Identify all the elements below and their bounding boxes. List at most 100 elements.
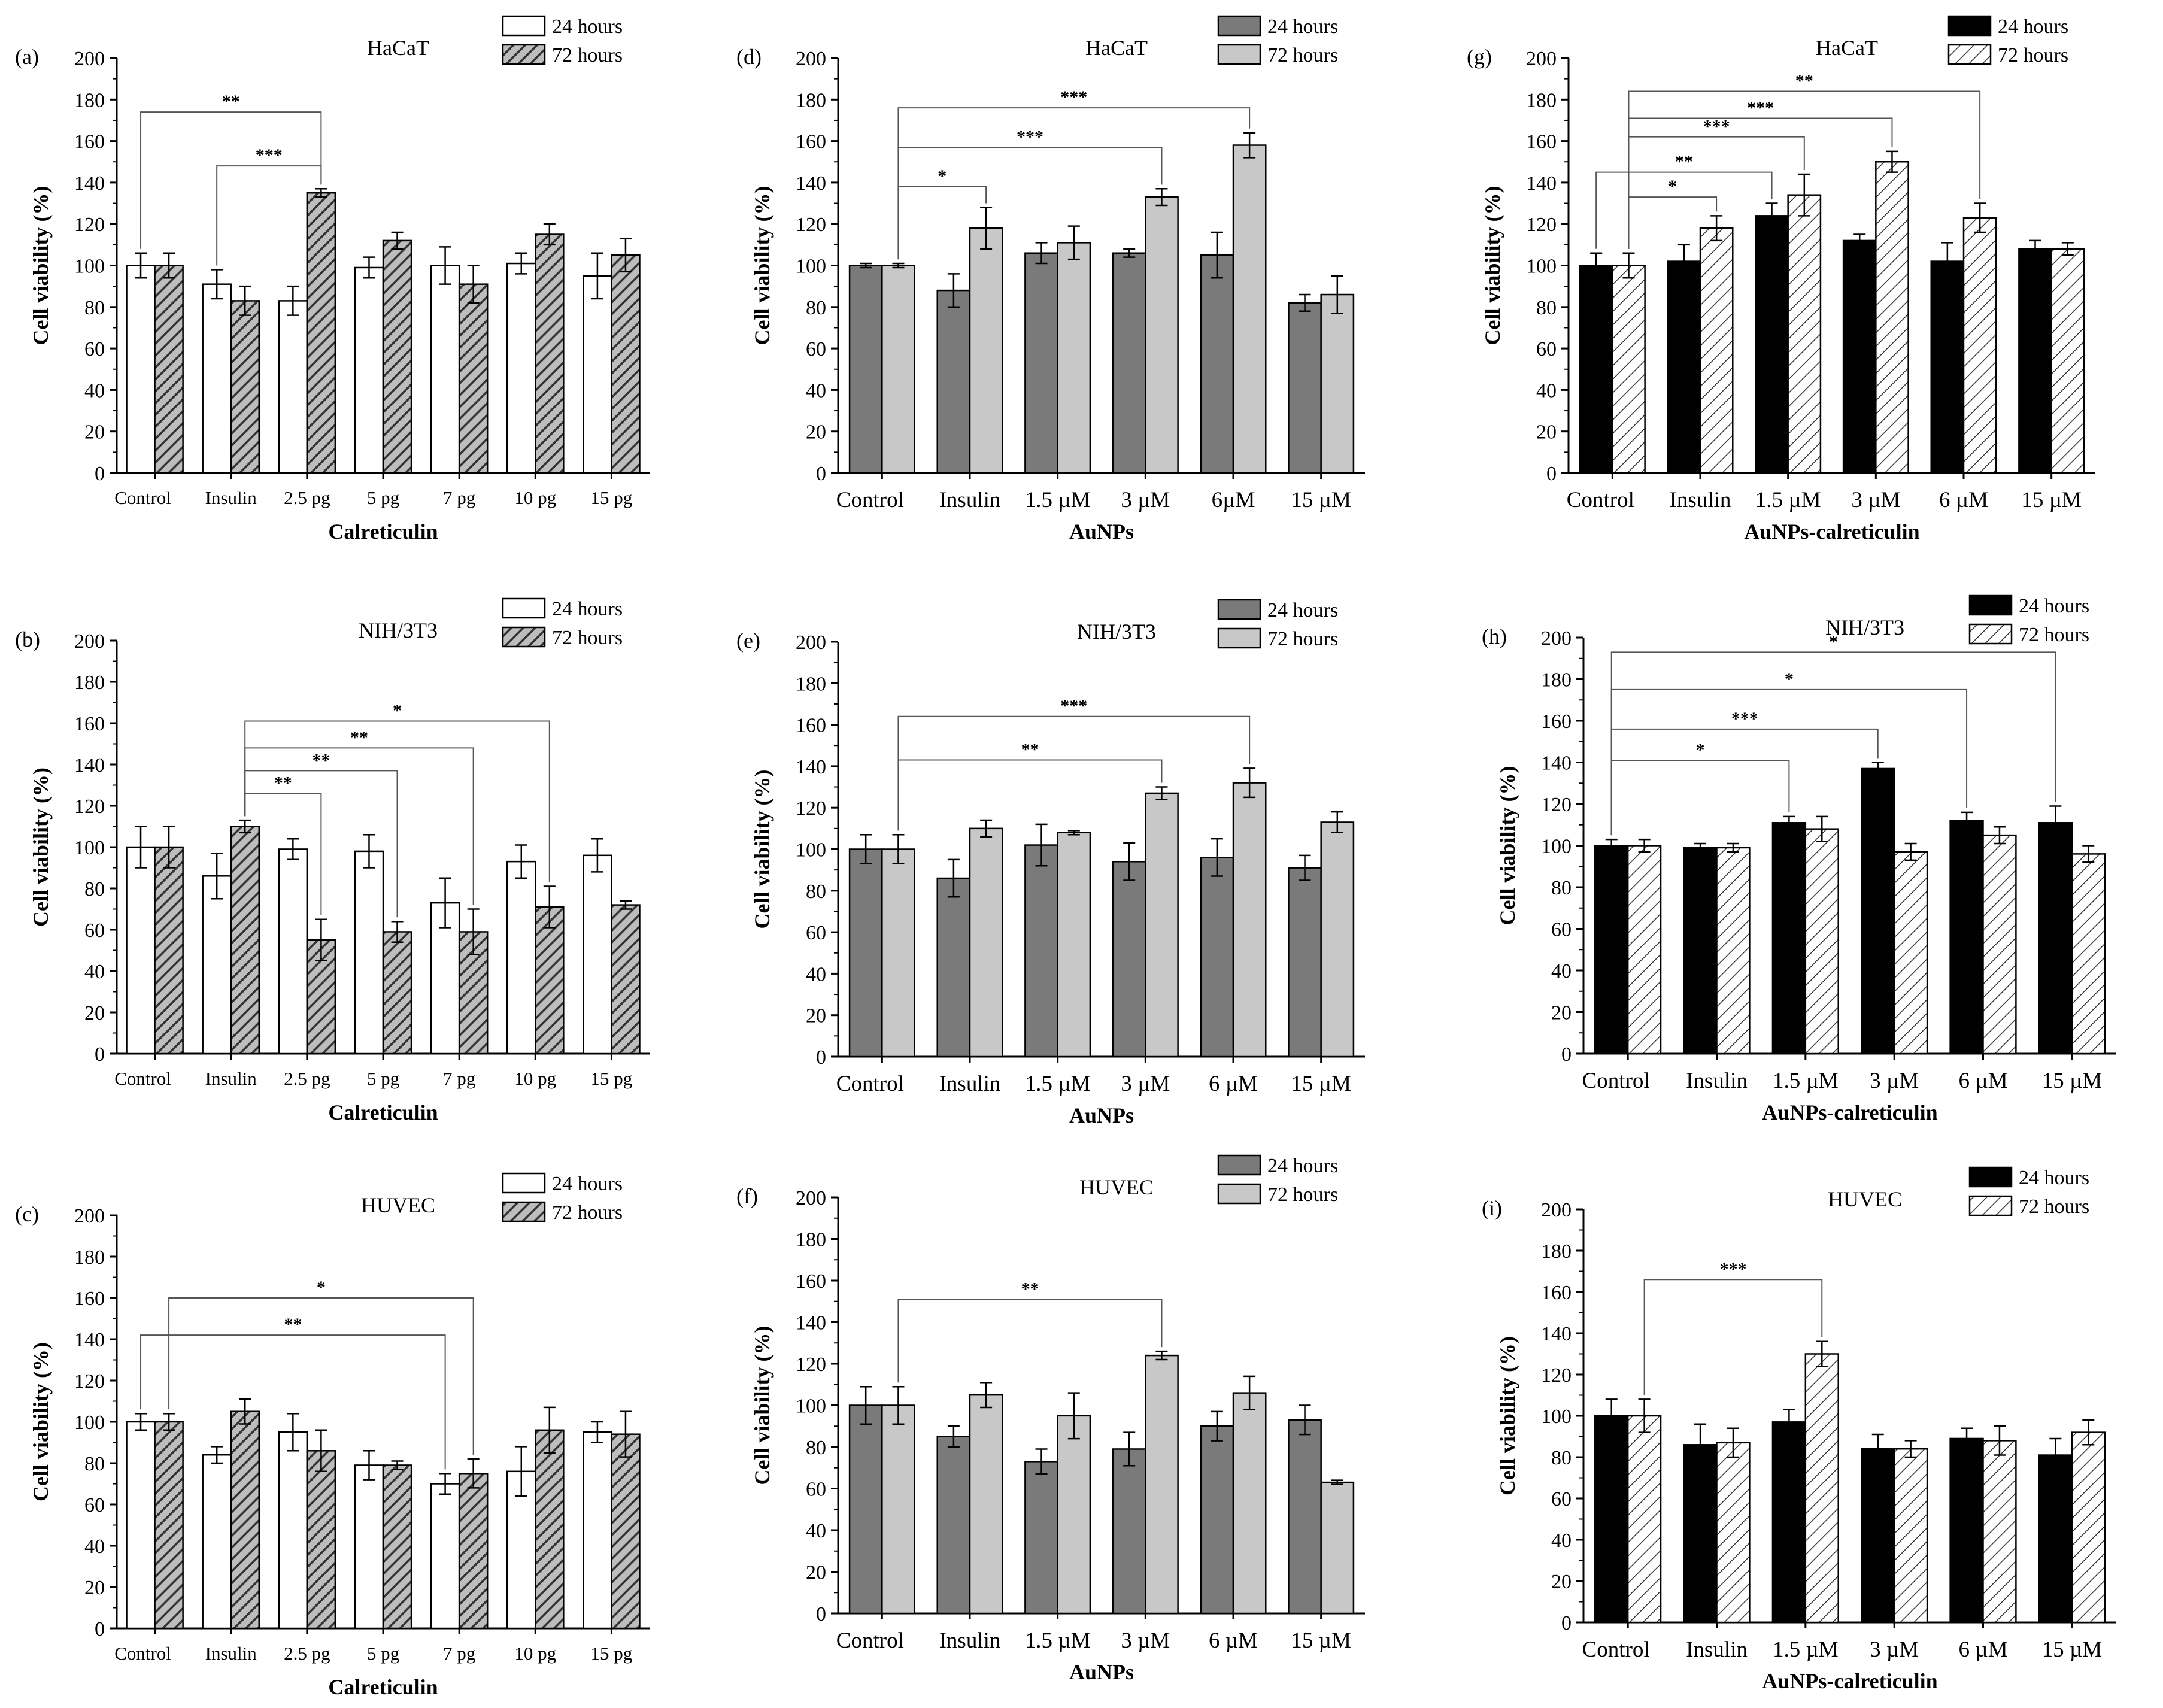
significance-label: *** — [1060, 87, 1087, 107]
y-tick-label: 20 — [806, 421, 826, 444]
significance-label: *** — [1731, 709, 1758, 729]
bar-72h — [1699, 227, 1734, 474]
significance-bracket — [1595, 171, 1773, 249]
chart-panel-h: (h) NIH/3T3 0 20 40 60 80 100 120 140 160 180 200 Cel… — [1482, 594, 2116, 1124]
x-axis-label: AuNPs-calreticulin — [1744, 520, 1919, 544]
significance-label: ** — [274, 773, 292, 793]
x-tick-label: 1.5 µM — [1755, 488, 1821, 512]
significance-label: ** — [284, 1315, 302, 1334]
x-tick-label: Insulin — [939, 1072, 1001, 1096]
legend-swatch — [1217, 1183, 1261, 1205]
panel-label: (d) — [736, 45, 762, 69]
x-tick-label: 6 µM — [1959, 1069, 2008, 1093]
legend-label: 24 hours — [552, 598, 623, 620]
y-tick-label: 120 — [796, 1354, 826, 1376]
bar-24h — [1683, 847, 1718, 1055]
y-tick-label: 180 — [1541, 1240, 1572, 1263]
legend-swatch — [502, 44, 546, 65]
x-tick-label: 10 pg — [514, 1068, 556, 1089]
y-tick-label: 20 — [1536, 421, 1557, 444]
y-tick-label: 160 — [74, 713, 105, 735]
bar-24h — [1024, 252, 1058, 474]
bar-72h — [1787, 194, 1822, 474]
panel-label: (b) — [15, 627, 40, 651]
bar-72h — [306, 192, 336, 474]
x-tick-label: 10 pg — [514, 1643, 556, 1664]
y-tick-label: 140 — [74, 754, 105, 776]
bar-24h — [1755, 215, 1789, 474]
legend-label: 72 hours — [1998, 44, 2068, 66]
y-tick-label: 120 — [74, 1370, 105, 1393]
significance-bracket — [1610, 728, 1879, 836]
x-axis-label: AuNPs-calreticulin — [1762, 1100, 1937, 1124]
significance-label: ** — [312, 750, 330, 770]
y-tick-label: 200 — [1541, 1199, 1572, 1221]
bar-24h — [936, 877, 971, 1058]
y-tick-label: 140 — [74, 172, 105, 195]
y-tick-label: 0 — [816, 1603, 826, 1625]
significance-bracket — [1610, 760, 1790, 836]
y-tick-label: 140 — [1526, 172, 1557, 195]
bar-72h — [1232, 1392, 1267, 1615]
significance-label: *** — [1703, 117, 1730, 136]
legend-label: 24 hours — [552, 16, 623, 38]
bar-24h — [1949, 820, 1984, 1055]
x-tick-label: Control — [1582, 1069, 1650, 1093]
bar-72h — [535, 233, 565, 474]
bar-24h — [848, 265, 883, 474]
significance-label: * — [1785, 669, 1794, 689]
x-tick-label: Control — [1582, 1637, 1650, 1662]
y-axis-label: Cell viability (%) — [750, 770, 774, 929]
y-tick-label: 200 — [74, 48, 105, 70]
chart-panel-c: (c) HUVEC 0 20 40 60 80 100 120 140 160 180 200 Cell … — [15, 1172, 650, 1699]
legend-label: 72 hours — [1267, 628, 1338, 650]
significance-bracket — [897, 186, 987, 260]
bar-24h — [202, 1454, 232, 1630]
legend-swatch — [1947, 44, 1992, 65]
x-tick-label: 15 µM — [1291, 1628, 1351, 1653]
significance-label: * — [1829, 632, 1838, 651]
bar-72h — [1875, 161, 1909, 474]
y-tick-label: 40 — [84, 1536, 105, 1558]
y-tick-label: 60 — [84, 1494, 105, 1516]
significance-bracket — [140, 111, 322, 249]
y-tick-label: 200 — [796, 632, 826, 654]
y-tick-label: 0 — [95, 1618, 105, 1640]
y-tick-label: 160 — [796, 1270, 826, 1293]
bar-24h — [354, 1464, 384, 1630]
bar-72h — [458, 283, 489, 474]
y-tick-label: 40 — [806, 963, 826, 985]
y-tick-label: 40 — [84, 961, 105, 983]
bar-24h — [126, 265, 156, 474]
x-tick-label: 3 µM — [1121, 1072, 1170, 1096]
y-tick-label: 120 — [1541, 794, 1572, 816]
y-tick-label: 100 — [1526, 256, 1557, 278]
y-tick-label: 200 — [1541, 627, 1572, 650]
bar-24h — [1861, 767, 1895, 1055]
bar-24h — [1930, 260, 1965, 474]
legend-label: 72 hours — [2019, 624, 2089, 646]
y-tick-label: 160 — [1541, 711, 1572, 733]
bar-72h — [881, 1404, 915, 1615]
y-tick-label: 20 — [84, 421, 105, 444]
bar-24h — [2018, 248, 2052, 474]
bar-24h — [1842, 239, 1877, 474]
bar-72h — [230, 300, 260, 474]
significance-label: * — [938, 166, 946, 186]
bar-72h — [230, 826, 260, 1055]
chart-panel-b: (b) NIH/3T3 0 20 40 60 80 100 120 140 160 180 200 Cel… — [15, 597, 650, 1124]
x-tick-label: 2.5 pg — [284, 487, 330, 508]
x-axis-label: AuNPs — [1069, 1660, 1134, 1684]
y-axis-label: Cell viability (%) — [750, 1326, 774, 1485]
x-axis-label: AuNPs-calreticulin — [1762, 1669, 1937, 1693]
x-tick-label: 6 µM — [1209, 1628, 1258, 1653]
bar-24h — [1594, 1415, 1629, 1624]
legend-label: 24 hours — [1998, 16, 2068, 38]
x-tick-label: 15 pg — [591, 1068, 633, 1089]
x-tick-label: Insulin — [205, 1068, 257, 1089]
y-tick-label: 160 — [1526, 131, 1557, 153]
bar-72h — [1232, 144, 1267, 474]
y-tick-label: 80 — [1551, 1447, 1572, 1469]
bar-72h — [1716, 1442, 1751, 1624]
x-tick-label: Control — [836, 488, 904, 512]
